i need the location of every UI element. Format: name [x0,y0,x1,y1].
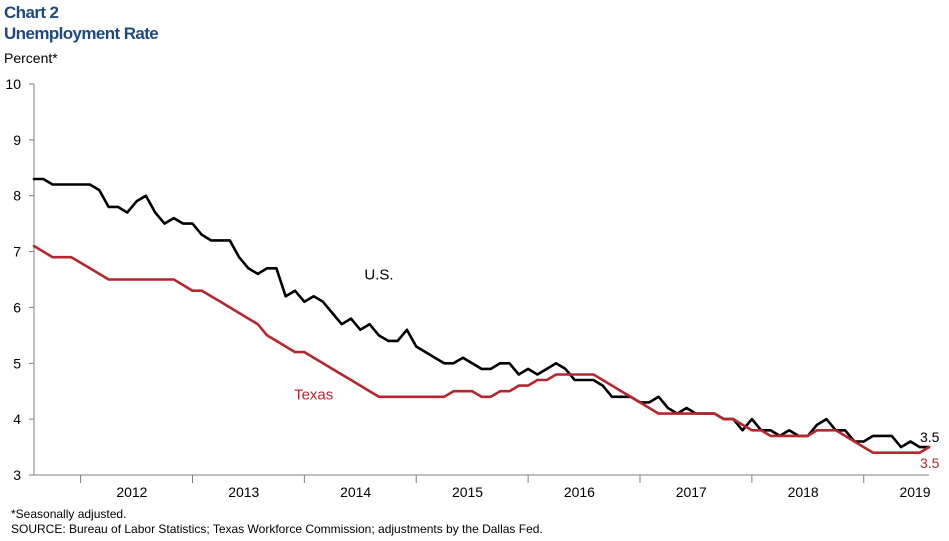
y-tick-label: 8 [13,188,21,204]
end-value-label-u-s: 3.5 [920,429,940,445]
y-tick-label: 7 [13,244,21,260]
y-tick-label: 5 [13,355,21,371]
y-tick-label: 9 [13,132,21,148]
y-axis-label: Percent* [4,50,58,66]
y-tick-label: 6 [13,299,21,315]
chart-title: Unemployment Rate [4,24,159,43]
x-tick-label: 2016 [564,484,595,500]
x-tick-label: 2014 [340,484,371,500]
series-line-u-s [32,177,931,449]
footnote: *Seasonally adjusted. [11,507,127,521]
x-tick-label: 2013 [228,484,259,500]
y-tick-label: 3 [13,467,21,483]
source-note: SOURCE: Bureau of Labor Statistics; Texa… [11,522,543,536]
chart-title-block: Chart 2 Unemployment Rate [4,2,159,44]
x-tick-label: 2019 [899,484,930,500]
series-annotation-u-s: U.S. [364,267,393,284]
series-annotation-texas: Texas [294,387,333,404]
chart-number: Chart 2 [4,3,59,22]
x-tick-label: 2012 [116,484,147,500]
series-line-texas [32,244,931,455]
x-tick-label: 2018 [788,484,819,500]
line-chart: 3 4 5 6 7 8 9 10 2012 2013 2014 2015 2016 2017 2018 201… [5,76,940,500]
x-tick-label: 2017 [676,484,707,500]
x-tick-label: 2015 [452,484,483,500]
chart-notes: *Seasonally adjusted. SOURCE: Bureau of … [11,507,543,537]
y-tick-label: 10 [5,76,21,92]
end-value-label-texas: 3.5 [920,455,940,471]
y-tick-label: 4 [13,411,21,427]
